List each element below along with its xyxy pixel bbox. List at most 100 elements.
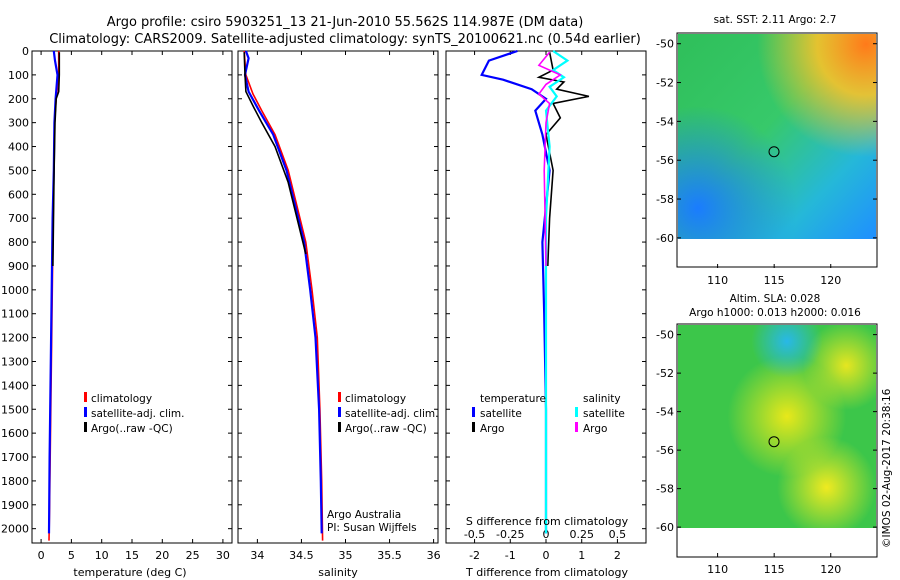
salinity-difference-tick-label: -0.5 xyxy=(464,528,485,541)
difference-legend: temperature satellite Argo salinity sate… xyxy=(472,393,625,435)
legend-title-temperature: temperature xyxy=(480,393,546,405)
sla-low-region xyxy=(678,325,876,528)
figure-title-line2: Climatology: CARS2009. Satellite-adjuste… xyxy=(49,32,641,47)
x-tick-label: 35.5 xyxy=(377,549,402,562)
x-tick-label: 2 xyxy=(614,549,621,562)
salinity-difference-tick-label: 0.5 xyxy=(609,528,627,541)
y-tick-label: 1600 xyxy=(1,427,29,440)
y-tick-label: 900 xyxy=(8,260,29,273)
lat-tick-label: -56 xyxy=(656,444,674,457)
x-tick-label: 0 xyxy=(543,549,550,562)
x-tick-label: 34.5 xyxy=(289,549,314,562)
salinity-difference-tick-label: 0.25 xyxy=(569,528,594,541)
lat-tick-label: -60 xyxy=(656,232,674,245)
x-tick-label: 30 xyxy=(216,549,230,562)
lat-tick-label: -54 xyxy=(656,115,674,128)
temperature-xlabel: temperature (deg C) xyxy=(73,566,186,579)
t-difference-xlabel: T difference from climatology xyxy=(465,566,628,579)
y-tick-label: 1700 xyxy=(1,451,29,464)
series-salinity-argo xyxy=(537,51,562,267)
salinity-x-axis: 34 34.5 35 35.5 36 xyxy=(250,51,441,562)
x-tick-label: 36 xyxy=(427,549,441,562)
legend-title-salinity: salinity xyxy=(583,393,621,405)
y-tick-label: 600 xyxy=(8,188,29,201)
s-difference-xlabel: S difference from climatology xyxy=(466,515,629,528)
lat-tick-label: -50 xyxy=(656,329,674,342)
x-tick-label: -1 xyxy=(505,549,516,562)
legend-label-climatology: climatology xyxy=(345,393,406,405)
salinity-xlabel: salinity xyxy=(318,566,358,579)
lat-tick-label: -54 xyxy=(656,406,674,419)
series-satellite-adj-clim xyxy=(243,50,323,534)
sst-map-axes: -50 -52 -54 -56 -58 -60 110 115 120 xyxy=(656,38,877,287)
salinity-plot-frame xyxy=(237,50,439,544)
sla-map-title: Altim. SLA: 0.028 xyxy=(730,293,821,305)
y-tick-label: 1400 xyxy=(1,379,29,392)
x-tick-label: 1 xyxy=(578,549,585,562)
x-tick-label: -2 xyxy=(469,549,480,562)
x-tick-label: 35 xyxy=(338,549,352,562)
series-temperature-argo xyxy=(536,52,590,267)
y-tick-label: 1800 xyxy=(1,475,29,488)
y-tick-label: 200 xyxy=(8,93,29,106)
y-tick-label: 300 xyxy=(8,117,29,130)
lon-tick-label: 120 xyxy=(820,563,841,576)
legend-label-s-argo: Argo xyxy=(583,423,607,435)
legend-label-satellite: satellite-adj. clim. xyxy=(91,408,184,420)
legend-swatch-climatology xyxy=(338,392,341,402)
salinity-panel: 34 34.5 35 35.5 36 salinity climatology sate… xyxy=(237,50,441,579)
sst-map-panel: sat. SST: 2.11 Argo: 2.7 -50 -52 -54 -56 -58… xyxy=(656,14,878,287)
legend-swatch-s-satellite xyxy=(575,407,578,417)
lon-tick-label: 115 xyxy=(764,563,785,576)
y-tick-label: 1300 xyxy=(1,355,29,368)
pi-annotation: PI: Susan Wijffels xyxy=(327,522,417,534)
y-tick-label: 100 xyxy=(8,69,29,82)
y-tick-label: 2000 xyxy=(1,523,29,536)
temperature-legend: climatology satellite-adj. clim. Argo(..… xyxy=(84,392,184,435)
sla-map-subtitle: Argo h1000: 0.013 h2000: 0.016 xyxy=(689,307,861,319)
legend-label-satellite: satellite-adj. clim. xyxy=(345,408,438,420)
y-tick-label: 1900 xyxy=(1,499,29,512)
sst-map-title: sat. SST: 2.11 Argo: 2.7 xyxy=(714,14,837,26)
salinity-series xyxy=(243,50,324,541)
figure-title-line1: Argo profile: csiro 5903251_13 21-Jun-20… xyxy=(107,15,584,30)
lat-tick-label: -58 xyxy=(656,483,674,496)
difference-x-axis: -2 -1 0 1 2 xyxy=(469,51,621,562)
sla-map-frame xyxy=(676,323,878,558)
x-tick-label: 5 xyxy=(68,549,75,562)
series-salinity-satellite xyxy=(544,50,570,534)
y-tick-label: 1000 xyxy=(1,284,29,297)
argo-float-marker xyxy=(768,436,780,448)
y-tick-label: 0 xyxy=(22,45,29,58)
x-tick-label: 25 xyxy=(186,549,200,562)
lat-tick-label: -56 xyxy=(656,154,674,167)
lat-tick-label: -60 xyxy=(656,521,674,534)
x-tick-label: 10 xyxy=(95,549,109,562)
lon-tick-label: 120 xyxy=(820,274,841,287)
y-tick-label: 1200 xyxy=(1,332,29,345)
copyright-stamp: ©IMOS 02-Aug-2017 20:38:16 xyxy=(881,388,893,548)
x-tick-label: 0 xyxy=(38,549,45,562)
legend-label-argo: Argo(..raw -QC) xyxy=(345,423,427,435)
lat-tick-label: -58 xyxy=(656,193,674,206)
y-tick-label: 1100 xyxy=(1,308,29,321)
difference-y-ticks xyxy=(446,50,646,530)
lat-tick-label: -52 xyxy=(656,77,674,90)
legend-swatch-argo xyxy=(338,422,341,432)
lon-tick-label: 115 xyxy=(764,274,785,287)
legend-label-t-satellite: satellite xyxy=(480,408,522,420)
lat-tick-label: -50 xyxy=(656,38,674,51)
series-argo-raw-qc xyxy=(52,52,61,267)
difference-series xyxy=(480,49,590,534)
depth-axis: 0 100 200 300 400 500 600 700 800 900 1000 1100 1200… xyxy=(1,45,232,536)
legend-swatch-satellite xyxy=(84,407,87,417)
series-temperature-satellite xyxy=(480,49,551,534)
salinity-difference-tick-label: 0 xyxy=(543,528,550,541)
salinity-difference-axis: -0.5 -0.25 0 0.25 0.5 xyxy=(464,528,626,541)
temperature-panel: 0100200300400500600700800900100011001200… xyxy=(1,45,233,579)
x-tick-label: 15 xyxy=(125,549,139,562)
y-tick-label: 500 xyxy=(8,164,29,177)
legend-swatch-t-argo xyxy=(472,422,475,432)
legend-swatch-s-argo xyxy=(575,422,578,432)
